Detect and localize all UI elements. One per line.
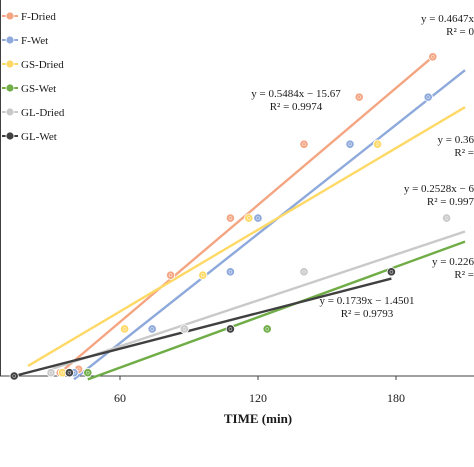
trendline-gl-dried: [50, 230, 466, 371]
legend-label: GL-Dried: [21, 107, 65, 119]
data-point-gl-wet: [64, 368, 75, 378]
legend-label: F-Wet: [21, 35, 48, 47]
data-point-gl-wet: [9, 371, 19, 381]
legend-item-f-wet: F-Wet: [2, 35, 48, 47]
legend-label: GS-Wet: [21, 83, 56, 95]
equation-line: R² = 0.9793: [341, 308, 394, 320]
x-axis-title: TIME (min): [224, 411, 292, 426]
data-point-gs-dried: [244, 213, 254, 223]
data-point-gs-dried: [372, 139, 383, 149]
data-point-f-wet: [345, 139, 355, 149]
legend-item-gl-wet: GL-Wet: [2, 131, 57, 143]
data-point-gs-dried: [57, 368, 68, 378]
legend-item-f-dried: F-Dried: [2, 11, 56, 23]
data-point-gs-wet: [262, 324, 272, 334]
trendline-gl-wet: [13, 277, 392, 378]
trendline-gs-wet: [87, 240, 466, 381]
equation-line: R² =: [454, 269, 474, 281]
data-point-f-dried: [166, 270, 176, 280]
data-point-gl-dried: [179, 324, 189, 334]
x-tick-label: 60: [114, 391, 126, 405]
legend-label: GL-Wet: [21, 131, 57, 143]
equation-line: R² =: [454, 147, 474, 159]
legend-item-gs-wet: GS-Wet: [2, 83, 56, 95]
equation-line: y = 0.36: [438, 134, 474, 146]
data-point-gl-wet: [225, 324, 235, 334]
legend-label: F-Dried: [21, 11, 56, 23]
data-point-gs-wet: [83, 368, 93, 378]
equation-line: y = 0.226: [432, 256, 474, 268]
equation-line: y = 0.5484x − 15.67: [251, 88, 341, 100]
data-point-gs-dried: [120, 324, 130, 334]
equation-line: y = 0.4647x: [421, 13, 474, 25]
legend-label: GS-Dried: [21, 59, 64, 71]
trendline-gs-dried: [27, 106, 466, 367]
equation-annotation: y = 0.2528x − 6R² = 0.997: [404, 183, 474, 208]
data-point-f-wet: [423, 92, 433, 102]
data-point-gl-wet: [386, 267, 396, 277]
x-tick-label: 180: [387, 391, 405, 405]
equation-line: y = 0.2528x − 6: [404, 183, 474, 195]
data-point-f-wet: [147, 324, 157, 334]
equation-line: R² = 0.9974: [270, 101, 323, 113]
data-point-gl-dried: [299, 267, 309, 277]
legend-item-gs-dried: GS-Dried: [2, 59, 64, 71]
equation-line: R² = 0: [446, 26, 474, 38]
data-point-gs-dried: [198, 270, 208, 280]
data-point-f-dried: [428, 52, 438, 62]
trendline-f-wet: [73, 69, 466, 381]
data-point-gl-dried: [46, 368, 56, 378]
data-point-f-wet: [225, 267, 235, 277]
x-tick-label: 120: [249, 391, 267, 405]
data-point-f-wet: [253, 213, 263, 223]
data-point-f-dried: [354, 92, 364, 102]
legend-item-gl-dried: GL-Dried: [2, 107, 65, 119]
data-point-f-dried: [299, 139, 309, 149]
equation-line: y = 0.1739x − 1.4501: [320, 295, 415, 307]
equation-line: R² = 0.997: [427, 196, 474, 208]
data-point-f-dried: [225, 213, 235, 223]
data-point-gl-dried: [441, 213, 452, 223]
